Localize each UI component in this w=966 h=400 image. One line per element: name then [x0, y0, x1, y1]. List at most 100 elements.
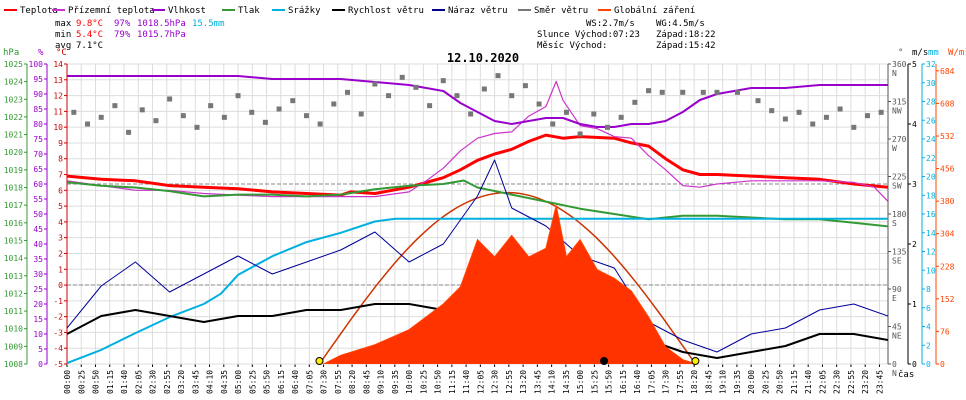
wind-direction-point [591, 111, 597, 117]
axis-unit-wind: m/s [912, 48, 928, 58]
wind-direction-point [851, 124, 857, 130]
y-dir-label-wind_dir: S [892, 219, 897, 228]
y-tick-label-radiation: 0 [940, 360, 945, 369]
wind-direction-point [618, 114, 624, 120]
x-tick-label: 00:00 [63, 370, 72, 394]
wind-direction-point [454, 93, 460, 99]
astro-wg: WG:4.5m/s [656, 19, 705, 29]
y-dir-label-wind_dir: E [892, 294, 897, 303]
wind-direction-point [509, 93, 515, 99]
y-tick-label-humidity: 65 [33, 165, 43, 174]
y-tick-label-radiation: 304 [940, 230, 955, 239]
y-tick-label-pressure: 1025 [4, 60, 23, 69]
wind-direction-point [646, 88, 652, 94]
x-tick-label: 02:30 [149, 370, 158, 394]
y-tick-label-pressure: 1015 [4, 236, 23, 245]
wind-direction-point [495, 73, 501, 79]
y-tick-label-humidity: 5 [38, 345, 43, 354]
x-tick-label: 08:20 [348, 370, 357, 394]
y-tick-label-temperature: 13 [53, 76, 63, 85]
y-dir-label-wind_dir: NE [892, 332, 902, 341]
x-tick-label: 17:05 [647, 370, 656, 394]
y-tick-label-humidity: 15 [33, 315, 43, 324]
stats-max-temp: 9.8°C [76, 19, 103, 29]
y-tick-label-pressure: 1021 [4, 131, 23, 140]
y-tick-label-rain: 4 [926, 323, 931, 332]
x-tick-label: 19:35 [733, 370, 742, 394]
y-tick-label-temperature: 8 [58, 155, 63, 164]
x-tick-label: 12:55 [505, 370, 514, 394]
x-tick-label: 01:15 [106, 370, 115, 394]
y-tick-label-rain: 8 [926, 285, 931, 294]
wind-direction-point [878, 109, 884, 115]
x-tick-label: 12:30 [491, 370, 500, 394]
x-tick-label: 07:30 [320, 370, 329, 394]
wind-direction-point [577, 131, 583, 137]
x-tick-label: 20:50 [776, 370, 785, 394]
y-tick-label-temperature: -4 [53, 344, 63, 353]
wind-direction-point [755, 98, 761, 104]
wind-direction-point [714, 89, 720, 95]
x-tick-label: 18:20 [690, 370, 699, 394]
wind-direction-point [604, 124, 610, 130]
wind-direction-point [358, 111, 364, 117]
y-tick-label-rain: 6 [926, 304, 931, 313]
x-tick-label: 22:30 [833, 370, 842, 394]
x-tick-label: 10:50 [434, 370, 443, 394]
x-axis-label: čas [898, 369, 914, 380]
y-tick-label-pressure: 1012 [4, 289, 23, 298]
stats-min-temp: 5.4°C [76, 30, 103, 40]
y-tick-label-pressure: 1023 [4, 95, 23, 104]
y-dir-label-wind_dir: NW [892, 107, 902, 116]
y-tick-label-humidity: 70 [33, 150, 43, 159]
y-tick-label-wind: 1 [912, 300, 917, 309]
y-tick-label-temperature: 0 [58, 281, 63, 290]
y-tick-label-wind: 3 [912, 180, 917, 189]
x-tick-label: 05:50 [263, 370, 272, 394]
x-tick-label: 04:35 [220, 370, 229, 394]
y-tick-label-wind_dir: 225 [892, 173, 907, 182]
series-line [67, 75, 888, 128]
y-tick-label-pressure: 1022 [4, 113, 23, 122]
y-tick-label-temperature: -3 [53, 328, 63, 337]
legend-label: Srážky [288, 6, 321, 16]
y-tick-label-humidity: 30 [33, 270, 43, 279]
y-tick-label-temperature: 1 [58, 265, 63, 274]
wind-direction-point [440, 78, 446, 84]
astro-sun-set: Západ:18:22 [656, 30, 716, 40]
y-tick-label-temperature: -5 [53, 360, 63, 369]
wind-direction-point [632, 99, 638, 105]
y-dir-label-wind_dir: N [892, 69, 897, 78]
y-tick-label-humidity: 90 [33, 90, 43, 99]
wind-direction-point [139, 107, 145, 113]
x-tick-label: 23:20 [861, 370, 870, 394]
y-tick-label-pressure: 1017 [4, 201, 23, 210]
y-tick-label-temperature: 4 [58, 218, 63, 227]
wind-direction-point [71, 109, 77, 115]
stats-avg-label: avg [55, 41, 71, 51]
series-line [67, 133, 888, 197]
y-tick-label-humidity: 35 [33, 255, 43, 264]
wind-direction-point [481, 86, 487, 92]
y-tick-label-temperature: -1 [53, 297, 63, 306]
x-tick-label: 02:05 [134, 370, 143, 394]
legend-label: Globální záření [614, 6, 695, 16]
marker-sunset [691, 357, 700, 365]
y-tick-label-pressure: 1010 [4, 325, 23, 334]
wind-direction-point [126, 129, 132, 135]
stats-min-press: 1015.7hPa [137, 30, 186, 40]
y-tick-label-humidity: 25 [33, 285, 43, 294]
wind-direction-point [536, 101, 542, 107]
wind-direction-point [372, 81, 378, 87]
wind-direction-point [399, 74, 405, 80]
legend-label: Směr větru [534, 6, 588, 16]
y-tick-label-rain: 28 [926, 98, 936, 107]
x-tick-label: 03:45 [191, 370, 200, 394]
y-tick-label-temperature: -2 [53, 313, 63, 322]
wind-direction-point [769, 108, 775, 114]
y-tick-label-radiation: 76 [940, 327, 950, 336]
y-tick-label-rain: 24 [926, 135, 936, 144]
wind-direction-point [823, 114, 829, 120]
x-tick-label: 06:15 [277, 370, 286, 394]
stats-min-label: min [55, 30, 71, 40]
